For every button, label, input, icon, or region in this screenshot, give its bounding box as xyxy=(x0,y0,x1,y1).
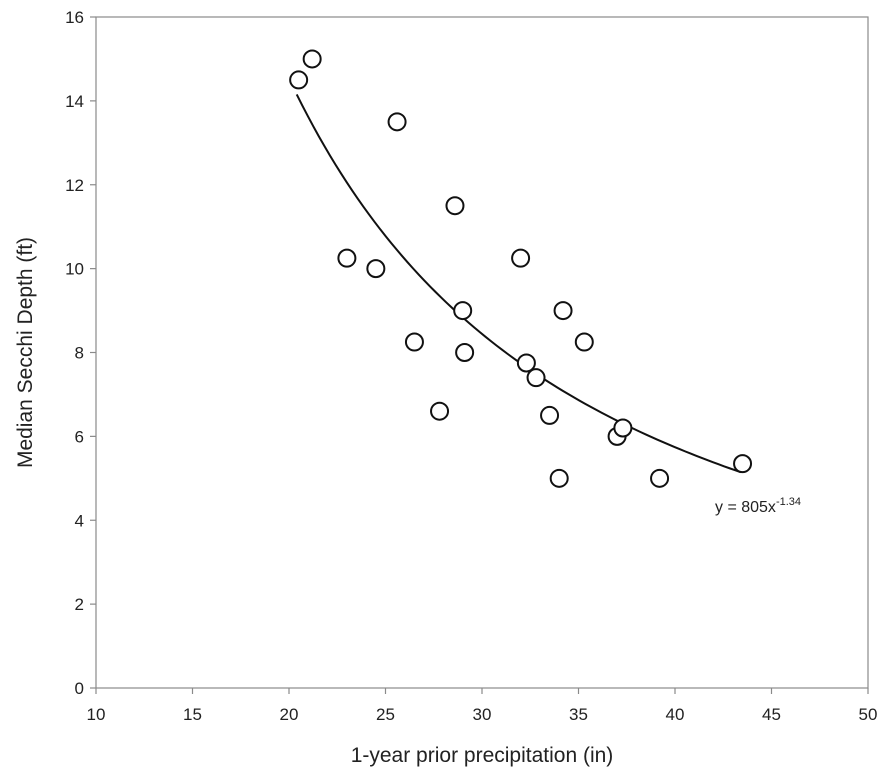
data-point xyxy=(553,301,573,321)
data-point xyxy=(445,196,465,216)
x-tick-label: 30 xyxy=(473,705,492,724)
equation-base: y = 805x xyxy=(715,499,776,516)
trendline-equation: y = 805x-1.34 xyxy=(715,496,801,516)
x-tick-label: 20 xyxy=(280,705,299,724)
y-axis-title: Median Secchi Depth (ft) xyxy=(14,237,37,468)
axes xyxy=(95,16,869,689)
data-points xyxy=(289,49,753,488)
equation-exponent: -1.34 xyxy=(776,496,801,508)
y-tick-label: 8 xyxy=(75,344,84,363)
data-point xyxy=(540,405,560,425)
x-tick-label: 40 xyxy=(666,705,685,724)
data-point xyxy=(511,248,531,268)
x-tick-label: 35 xyxy=(569,705,588,724)
data-point xyxy=(650,468,670,488)
y-tick-label: 0 xyxy=(75,679,84,698)
power-trendline xyxy=(295,93,741,474)
data-point xyxy=(733,454,753,474)
y-tick-label: 4 xyxy=(75,511,84,530)
x-axis-title: 1-year prior precipitation (in) xyxy=(351,744,614,767)
data-point xyxy=(613,418,633,438)
data-point xyxy=(404,332,424,352)
data-point xyxy=(549,468,569,488)
y-tick-label: 10 xyxy=(65,260,84,279)
data-point xyxy=(366,259,386,279)
y-tick-label: 14 xyxy=(65,92,84,111)
data-point xyxy=(453,301,473,321)
tick-marks xyxy=(90,16,869,694)
x-tick-label: 25 xyxy=(376,705,395,724)
x-tick-label: 15 xyxy=(183,705,202,724)
data-point xyxy=(574,332,594,352)
data-point xyxy=(387,112,407,132)
data-point xyxy=(526,368,546,388)
y-tick-label: 6 xyxy=(75,427,84,446)
x-tick-label: 45 xyxy=(762,705,781,724)
data-point xyxy=(337,248,357,268)
data-point xyxy=(455,343,475,362)
data-point xyxy=(302,49,322,69)
data-point xyxy=(430,401,450,421)
y-tick-label: 12 xyxy=(65,176,84,195)
tick-labels: 10 15 20 25 30 35 40 45 50 0 2 4 6 8 10 12 14 16 xyxy=(65,8,877,724)
data-point xyxy=(516,353,536,373)
x-tick-label: 10 xyxy=(87,705,106,724)
data-point xyxy=(289,70,309,90)
y-tick-label: 2 xyxy=(75,595,84,614)
plot-frame xyxy=(95,16,869,689)
y-tick-label: 16 xyxy=(65,8,84,27)
x-tick-label: 50 xyxy=(859,705,878,724)
